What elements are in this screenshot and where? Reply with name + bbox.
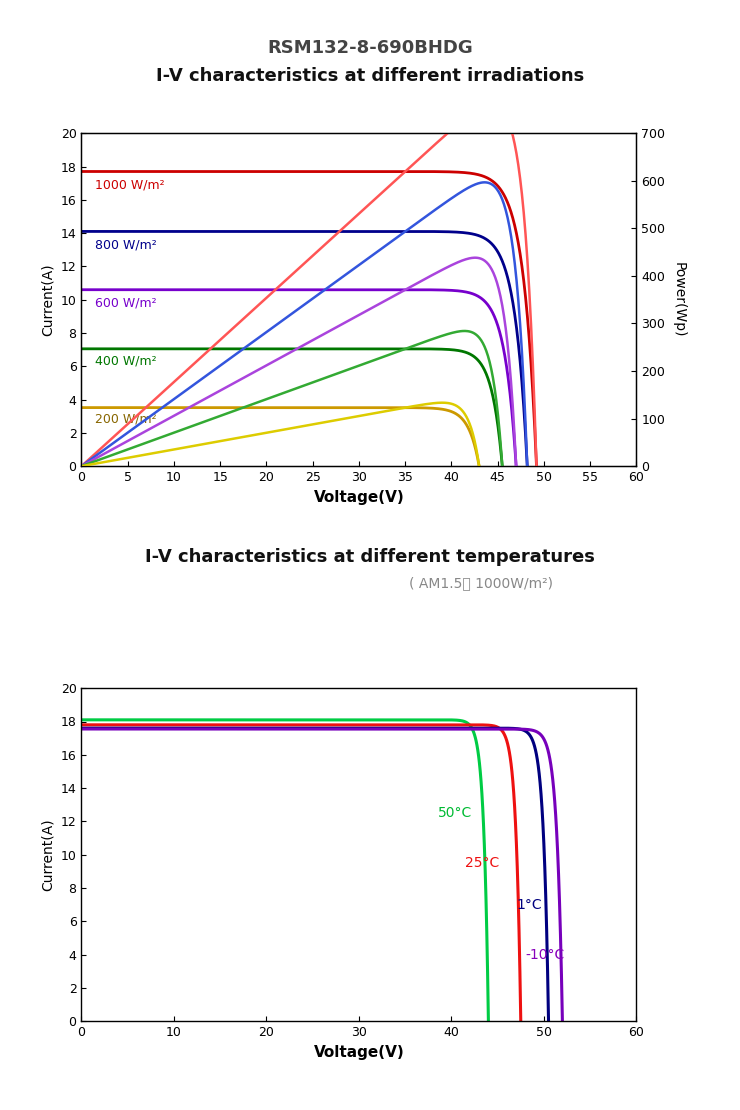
Text: 1°C: 1°C: [517, 898, 542, 911]
Text: 400 W/m²: 400 W/m²: [95, 355, 157, 367]
Text: 800 W/m²: 800 W/m²: [95, 239, 157, 251]
Text: -10°C: -10°C: [525, 948, 565, 961]
Text: I-V characteristics at different irradiations: I-V characteristics at different irradia…: [156, 67, 584, 84]
Text: 50°C: 50°C: [437, 806, 472, 820]
X-axis label: Voltage(V): Voltage(V): [314, 490, 404, 505]
Y-axis label: Current(A): Current(A): [41, 263, 55, 336]
Text: RSM132-8-690BHDG: RSM132-8-690BHDG: [267, 39, 473, 57]
X-axis label: Voltage(V): Voltage(V): [314, 1045, 404, 1060]
Y-axis label: Power(Wp): Power(Wp): [672, 262, 686, 337]
Text: 600 W/m²: 600 W/m²: [95, 296, 157, 310]
Text: I-V characteristics at different temperatures: I-V characteristics at different tempera…: [145, 548, 595, 566]
Text: 1000 W/m²: 1000 W/m²: [95, 179, 165, 191]
Text: 200 W/m²: 200 W/m²: [95, 413, 157, 426]
Text: 25°C: 25°C: [465, 856, 500, 870]
Y-axis label: Current(A): Current(A): [41, 818, 55, 891]
Text: ( AM1.5， 1000W/m²): ( AM1.5， 1000W/m²): [409, 576, 553, 591]
